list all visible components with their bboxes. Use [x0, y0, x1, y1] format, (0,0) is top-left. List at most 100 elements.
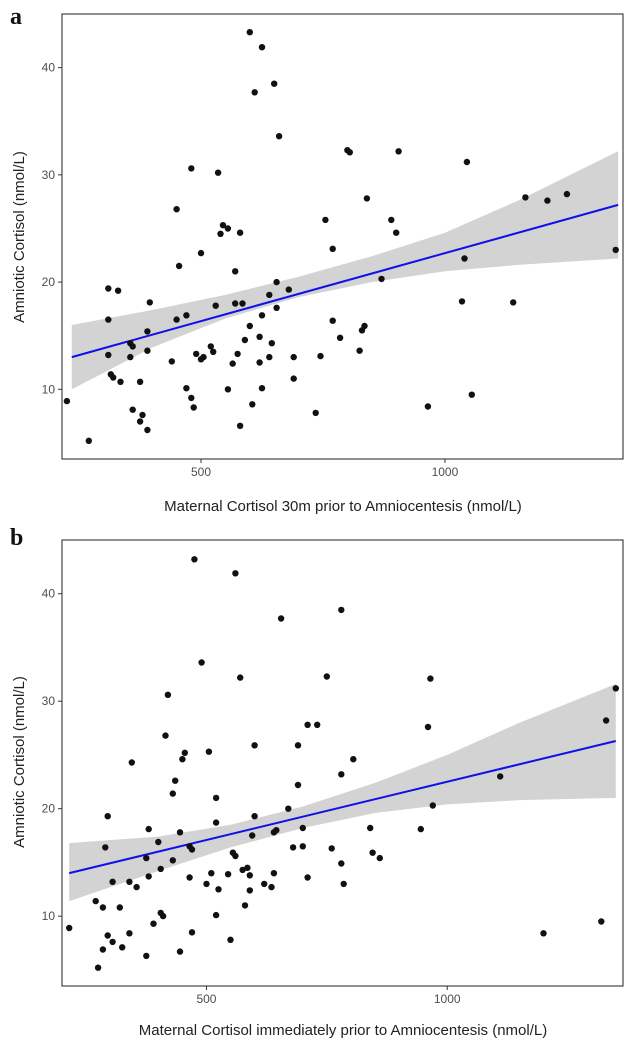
data-point-b-27: [212, 794, 220, 802]
data-point-a-91: [144, 426, 151, 434]
data-point-a-53: [256, 333, 263, 340]
data-point-b-81: [598, 918, 605, 925]
y-axis-title-a: Amniotic Cortisol (nmol/L): [11, 151, 28, 323]
data-point-a-20: [217, 230, 224, 237]
data-point-a-65: [168, 358, 175, 365]
data-point-b-69: [203, 880, 210, 888]
plot-frame-b: [61, 539, 624, 987]
data-point-b-82: [150, 920, 157, 927]
data-point-b-65: [340, 880, 347, 888]
data-point-a-83: [249, 401, 256, 408]
data-point-a-79: [258, 385, 266, 392]
data-point-b-49: [232, 852, 239, 860]
data-point-a-86: [139, 411, 146, 419]
data-point-a-24: [461, 255, 468, 262]
data-point-b-14: [162, 732, 169, 739]
data-point-b-60: [224, 871, 232, 878]
data-point-b-19: [205, 748, 213, 755]
data-point-b-37: [417, 825, 424, 833]
data-point-b-73: [261, 880, 268, 888]
data-point-a-47: [258, 312, 266, 319]
data-point-b-20: [128, 759, 135, 766]
data-point-b-57: [338, 860, 345, 867]
data-point-b-18: [179, 756, 186, 763]
data-point-a-7: [395, 148, 402, 155]
data-point-b-71: [246, 887, 253, 894]
data-point-b-15: [251, 742, 258, 749]
data-point-a-1: [258, 44, 266, 51]
data-point-b-70: [215, 886, 222, 893]
data-point-a-59: [144, 347, 151, 354]
data-point-a-3: [251, 89, 258, 96]
data-point-a-50: [144, 328, 151, 335]
data-point-a-75: [117, 378, 124, 385]
data-point-a-18: [219, 222, 227, 229]
data-point-a-8: [463, 158, 471, 166]
data-point-a-93: [85, 437, 93, 444]
data-point-a-67: [234, 350, 241, 358]
data-point-a-60: [193, 350, 200, 358]
data-point-b-42: [102, 844, 109, 851]
data-point-a-68: [256, 359, 263, 366]
data-point-b-41: [155, 838, 162, 846]
data-point-a-28: [175, 262, 183, 270]
data-point-a-87: [312, 409, 319, 417]
data-point-b-93: [94, 964, 102, 971]
data-point-b-94: [99, 946, 107, 953]
data-point-b-72: [268, 883, 275, 891]
data-point-a-11: [363, 195, 371, 202]
data-point-a-6: [346, 149, 353, 156]
y-tick-label-b-10: 10: [42, 909, 56, 923]
x-axis-title-b: Maternal Cortisol immediately prior to A…: [139, 1022, 547, 1039]
data-point-b-6: [323, 673, 330, 680]
data-point-b-90: [119, 944, 126, 951]
data-point-a-21: [236, 229, 244, 236]
panel-a: a 500 1000 10 20 30 40 Maternal Cortisol 30m …: [10, 4, 624, 515]
data-point-a-10: [214, 169, 222, 176]
data-point-a-52: [129, 343, 136, 350]
x-tick-label-a-1000: 1000: [432, 465, 459, 479]
data-point-b-22: [172, 777, 179, 784]
data-point-a-85: [129, 406, 136, 413]
data-point-a-23: [197, 249, 205, 257]
data-point-b-88: [109, 938, 116, 946]
data-point-a-81: [468, 391, 475, 398]
y-tick-label-b-30: 30: [42, 694, 56, 708]
data-point-a-36: [458, 298, 466, 305]
data-point-b-12: [314, 721, 321, 728]
data-point-a-29: [273, 278, 280, 286]
data-point-b-55: [244, 864, 251, 871]
y-tick-label-b-40: 40: [42, 587, 56, 601]
data-point-b-21: [350, 756, 357, 763]
data-point-b-8: [612, 685, 619, 692]
data-point-b-24: [294, 781, 302, 789]
data-point-a-32: [105, 285, 112, 292]
data-point-b-76: [116, 904, 124, 911]
data-point-b-61: [145, 873, 152, 880]
data-point-a-58: [210, 348, 217, 355]
data-point-a-31: [285, 286, 292, 293]
data-point-b-4: [198, 659, 205, 666]
data-point-a-41: [273, 304, 280, 311]
data-point-b-34: [270, 829, 278, 836]
data-point-b-85: [104, 932, 111, 939]
data-point-b-44: [188, 846, 196, 853]
data-point-b-47: [299, 843, 306, 850]
data-point-b-84: [66, 924, 73, 932]
data-point-a-72: [197, 356, 205, 363]
data-point-b-23: [497, 773, 504, 780]
data-point-a-88: [424, 403, 432, 410]
data-point-b-67: [109, 878, 116, 885]
data-point-a-39: [212, 302, 219, 309]
data-point-a-30: [378, 275, 385, 283]
data-point-a-22: [393, 229, 400, 236]
data-point-a-57: [207, 343, 214, 350]
data-point-b-52: [143, 854, 150, 862]
data-point-b-2: [338, 606, 345, 614]
data-point-a-27: [232, 268, 239, 275]
data-point-b-74: [92, 897, 99, 905]
data-point-b-50: [369, 849, 376, 856]
data-point-b-3: [277, 615, 285, 622]
data-point-b-38: [176, 829, 184, 836]
y-axis-title-b: Amniotic Cortisol (nmol/L): [11, 676, 28, 848]
